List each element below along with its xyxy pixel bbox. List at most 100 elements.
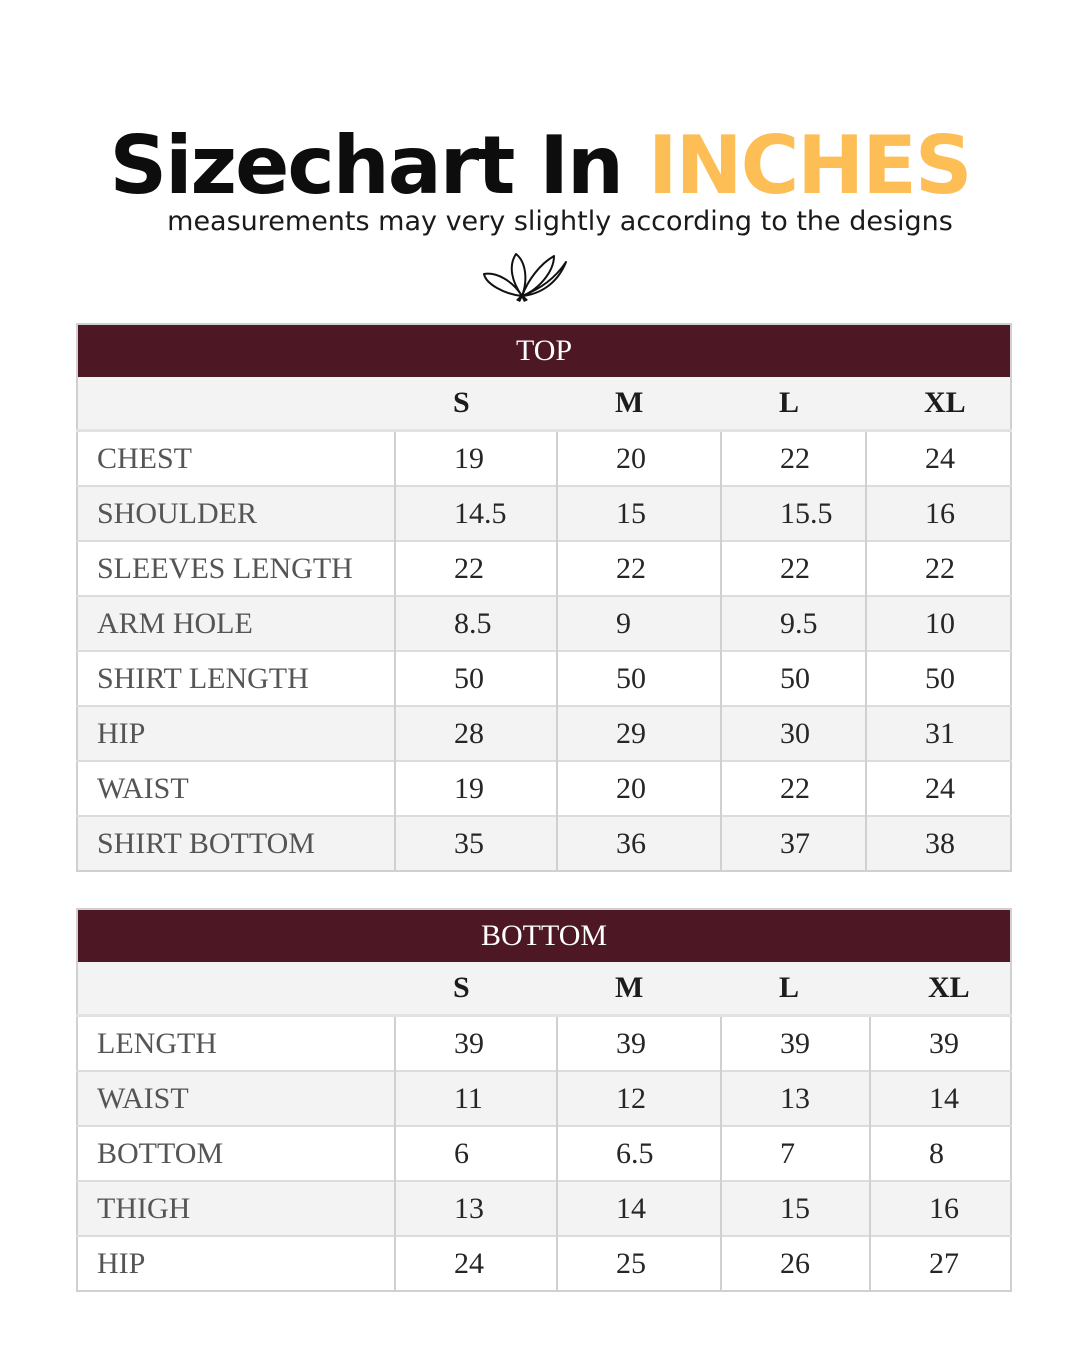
measurement-value: 35 (394, 815, 557, 871)
measurement-value: 50 (720, 650, 866, 706)
measurement-label: LENGTH (77, 1014, 395, 1071)
measurement-value: 15 (720, 1180, 870, 1236)
measurement-label: WAIST (77, 760, 395, 816)
measurement-value: 37 (720, 815, 866, 871)
size-header-l: L (721, 377, 866, 432)
measurement-value: 19 (394, 429, 557, 486)
measurement-value: 11 (394, 1070, 557, 1126)
measurement-label: HIP (77, 705, 395, 761)
measurement-value: 39 (394, 1014, 557, 1071)
measurement-label: BOTTOM (77, 1125, 395, 1181)
measurement-value: 26 (720, 1235, 870, 1291)
measurement-value: 14 (869, 1070, 1011, 1126)
size-header-xl: XL (870, 962, 1011, 1017)
top-table-title: TOP (77, 324, 1012, 377)
measurement-value: 9.5 (720, 595, 866, 651)
measurement-value: 24 (864, 760, 1012, 816)
measurement-value: 22 (864, 540, 1012, 596)
measurement-label: SHIRT BOTTOM (77, 815, 395, 871)
measurement-label: ARM HOLE (77, 595, 395, 651)
measurement-label: SHOULDER (77, 485, 395, 541)
measurement-value: 14 (556, 1180, 721, 1236)
measurement-value: 10 (864, 595, 1012, 651)
measurement-value: 6.5 (556, 1125, 721, 1181)
measurement-value: 16 (869, 1180, 1011, 1236)
size-header-s: S (395, 962, 557, 1017)
measurement-value: 14.5 (394, 485, 557, 541)
measurement-value: 22 (556, 540, 721, 596)
measurement-value: 22 (720, 760, 866, 816)
measurement-value: 7 (720, 1125, 870, 1181)
measurement-value: 20 (556, 429, 721, 486)
measurement-value: 38 (864, 815, 1012, 871)
measurement-value: 16 (864, 485, 1012, 541)
measurement-value: 50 (556, 650, 721, 706)
bottom-size-table: BOTTOM S M L XL LENGTH 39 39 39 39 WAIST 11 12 1… (76, 908, 1012, 1292)
measurement-value: 22 (394, 540, 557, 596)
measurement-label: HIP (77, 1235, 395, 1291)
table-row: WAIST 19 20 22 24 (77, 760, 1012, 816)
measurement-value: 12 (556, 1070, 721, 1126)
bottom-size-header-row: S M L XL (77, 962, 1011, 1017)
measurement-value: 30 (720, 705, 866, 761)
measurement-value: 8 (869, 1125, 1011, 1181)
measurement-value: 29 (556, 705, 721, 761)
page-title: Sizechart In INCHES (0, 118, 1080, 214)
measurement-value: 25 (556, 1235, 721, 1291)
size-header-m: M (557, 962, 721, 1017)
measurement-value: 50 (394, 650, 557, 706)
table-row: SHIRT BOTTOM 35 36 37 38 (77, 815, 1012, 871)
table-row: THIGH 13 14 15 16 (77, 1180, 1011, 1236)
measurement-value: 15.5 (720, 485, 866, 541)
measurement-label: WAIST (77, 1070, 395, 1126)
measurement-value: 6 (394, 1125, 557, 1181)
measurement-value: 39 (720, 1014, 870, 1071)
measurement-label: CHEST (77, 429, 395, 486)
top-size-header-row: S M L XL (77, 377, 1012, 432)
size-header-s: S (395, 377, 557, 432)
measurement-value: 27 (869, 1235, 1011, 1291)
measurement-value: 31 (864, 705, 1012, 761)
table-row: SLEEVES LENGTH 22 22 22 22 (77, 540, 1012, 596)
measurement-value: 39 (556, 1014, 721, 1071)
top-size-table: TOP S M L XL CHEST 19 20 22 24 SHOULDER 14.5 15… (76, 323, 1013, 872)
measurement-value: 13 (394, 1180, 557, 1236)
table-row: HIP 24 25 26 27 (77, 1235, 1011, 1291)
measurement-value: 24 (864, 429, 1012, 486)
size-header-xl: XL (866, 377, 1012, 432)
measurement-value: 22 (720, 429, 866, 486)
title-main: Sizechart In (109, 119, 624, 212)
measurement-value: 19 (394, 760, 557, 816)
measurement-value: 9 (556, 595, 721, 651)
table-row: HIP 28 29 30 31 (77, 705, 1012, 761)
measurement-label: THIGH (77, 1180, 395, 1236)
measurement-value: 36 (556, 815, 721, 871)
table-row: WAIST 11 12 13 14 (77, 1070, 1011, 1126)
page-subtitle: measurements may very slightly according… (167, 206, 953, 237)
table-row: SHOULDER 14.5 15 15.5 16 (77, 485, 1012, 541)
bottom-table-title: BOTTOM (77, 909, 1011, 962)
measurement-value: 13 (720, 1070, 870, 1126)
top-table-header-bar: TOP (77, 324, 1012, 377)
table-row: ARM HOLE 8.5 9 9.5 10 (77, 595, 1012, 651)
measurement-label: SLEEVES LENGTH (77, 540, 395, 596)
measurement-value: 50 (864, 650, 1012, 706)
table-row: LENGTH 39 39 39 39 (77, 1014, 1011, 1071)
lotus-flower-icon (483, 253, 567, 302)
measurement-value: 20 (556, 760, 721, 816)
measurement-value: 28 (394, 705, 557, 761)
measurement-value: 39 (869, 1014, 1011, 1071)
measurement-value: 8.5 (394, 595, 557, 651)
title-accent: INCHES (647, 119, 973, 212)
table-row: CHEST 19 20 22 24 (77, 429, 1012, 486)
table-row: SHIRT LENGTH 50 50 50 50 (77, 650, 1012, 706)
size-header-m: M (557, 377, 721, 432)
measurement-value: 22 (720, 540, 866, 596)
measurement-label: SHIRT LENGTH (77, 650, 395, 706)
size-header-blank (77, 377, 395, 432)
measurement-value: 24 (394, 1235, 557, 1291)
table-row: BOTTOM 6 6.5 7 8 (77, 1125, 1011, 1181)
size-header-blank (77, 962, 395, 1017)
size-header-l: L (721, 962, 870, 1017)
bottom-table-header-bar: BOTTOM (77, 909, 1011, 962)
